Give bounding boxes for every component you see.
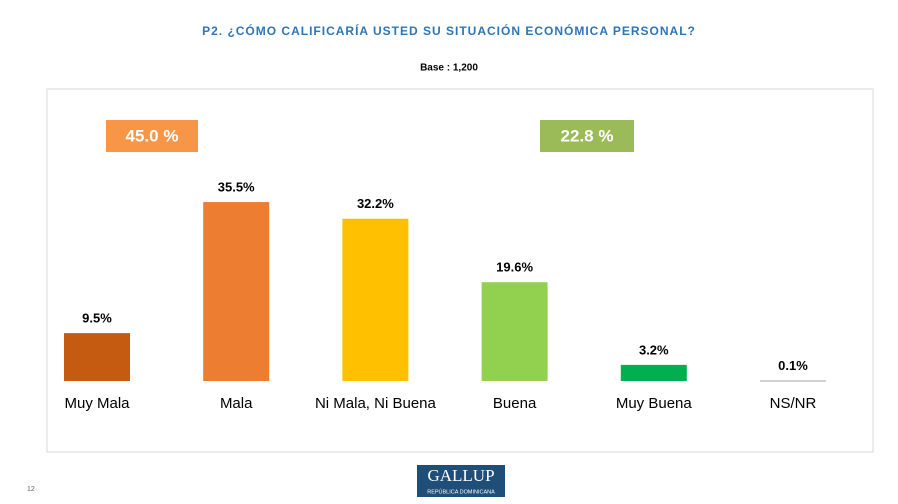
data-label: 9.5% — [82, 311, 112, 326]
bar — [481, 282, 548, 381]
x-tick-label: Mala — [220, 395, 253, 412]
bar — [203, 202, 270, 381]
summary-box — [540, 120, 634, 152]
logo — [417, 465, 505, 497]
x-tick-label: Muy Mala — [64, 395, 130, 412]
logo-text: GALLUP — [427, 466, 494, 485]
x-tick-label: NS/NR — [770, 395, 817, 412]
x-tick-label: Buena — [493, 395, 537, 412]
bar — [760, 380, 826, 382]
chart-title: P2. ¿CÓMO CALIFICARÍA USTED SU SITUACIÓN… — [202, 23, 696, 38]
bar — [620, 364, 687, 381]
data-label: 32.2% — [357, 196, 394, 211]
data-label: 0.1% — [778, 358, 808, 373]
summary-box — [106, 120, 198, 152]
bar — [64, 333, 130, 381]
data-label: 3.2% — [639, 342, 669, 357]
page-number: 12 — [27, 486, 35, 493]
bar — [342, 218, 409, 381]
summary-label: 22.8 % — [561, 126, 614, 145]
data-label: 35.5% — [218, 180, 255, 195]
logo-subtitle: REPÚBLICA DOMINICANA — [427, 488, 495, 495]
x-tick-label: Muy Buena — [616, 395, 693, 412]
x-tick-label: Ni Mala, Ni Buena — [315, 395, 437, 412]
summary-label: 45.0 % — [126, 126, 179, 145]
chart-subtitle: Base : 1,200 — [420, 63, 478, 74]
data-label: 19.6% — [496, 260, 533, 275]
